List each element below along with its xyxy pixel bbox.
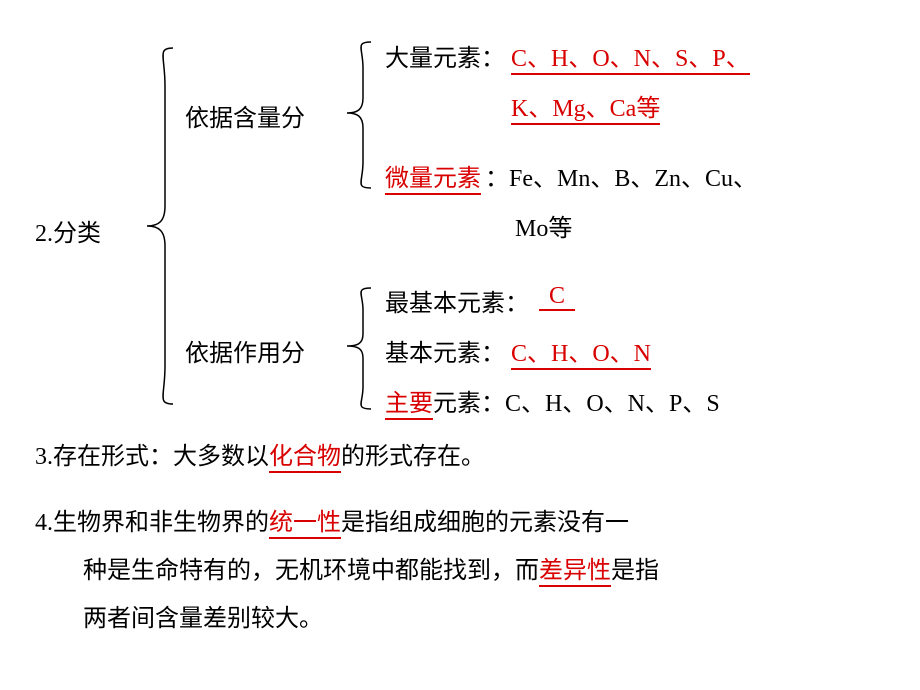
basic-elements-label: 基本元素： xyxy=(385,333,505,368)
p4-l2-hl: 差异性 xyxy=(539,558,611,587)
trace-elements-value-2: Mo等 xyxy=(515,208,572,243)
p4-l2b: 是指 xyxy=(611,558,659,584)
p4-l1b: 是指组成细胞的元素没有一 xyxy=(341,510,629,536)
p4-l1a: 4.生物界和非生物界的 xyxy=(35,510,269,536)
trace-elements-value-1: ：Fe、Mn、B、Zn、Cu、 xyxy=(485,158,757,193)
brace-content xyxy=(345,40,371,190)
p3-highlight: 化合物 xyxy=(269,444,341,473)
branch-by-function: 依据作用分 xyxy=(185,333,305,368)
branch-by-content: 依据含量分 xyxy=(185,98,305,133)
trace-elements-label: 微量元素 xyxy=(385,158,481,193)
macro-elements-value-2: K、Mg、Ca等 xyxy=(511,88,660,123)
p4-l1-hl: 统一性 xyxy=(269,510,341,539)
most-basic-element-label: 最基本元素： xyxy=(385,283,529,318)
brace-root xyxy=(145,46,173,406)
paragraph-4: 4.生物界和非生物界的统一性是指组成细胞的元素没有一 种是生命特有的，无机环境中… xyxy=(35,499,885,643)
p3-prefix: 3.存在形式：大多数以 xyxy=(35,444,269,470)
basic-elements-value: C、H、O、N xyxy=(511,333,651,368)
classification-diagram: 2.分类 依据含量分 大量元素： C、H、O、N、S、P、 K、Mg、Ca等 微… xyxy=(35,28,885,403)
brace-function xyxy=(345,286,371,411)
p4-l2a: 种是生命特有的，无机环境中都能找到，而 xyxy=(83,558,539,584)
root-label: 2.分类 xyxy=(35,213,101,248)
main-elements-label-hl: 主要 xyxy=(385,383,433,418)
most-basic-element-value: C xyxy=(539,283,575,310)
macro-elements-value-1: C、H、O、N、S、P、 xyxy=(511,38,750,73)
paragraph-3: 3.存在形式：大多数以化合物的形式存在。 xyxy=(35,433,885,481)
main-elements-value: 元素：C、H、O、N、P、S xyxy=(433,383,720,418)
macro-elements-label: 大量元素： xyxy=(385,38,505,73)
p3-suffix: 的形式存在。 xyxy=(341,444,485,470)
p4-l3: 两者间含量差别较大。 xyxy=(83,606,323,632)
